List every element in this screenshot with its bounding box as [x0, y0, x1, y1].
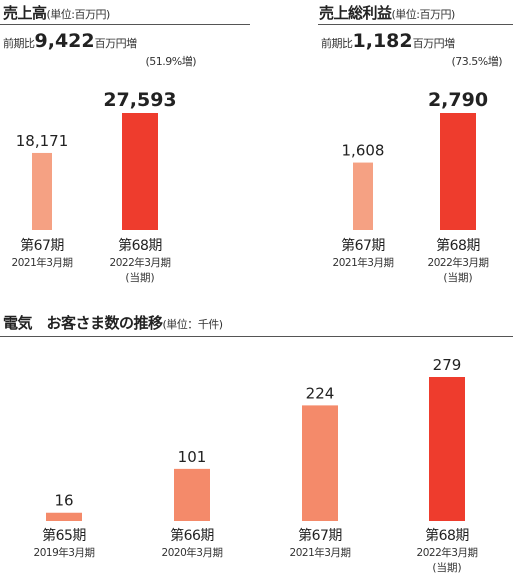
sales-delta-prefix: 前期比 — [3, 37, 35, 50]
gross-profit-title-text: 売上総利益 — [319, 4, 392, 22]
gross-profit-delta: 前期比1,182百万円増 — [321, 30, 455, 52]
gross-profit-category-sub-2: 2022年3月期 — [428, 256, 489, 269]
gross-profit-delta-value: 1,182 — [352, 30, 413, 52]
sales-value-label-2: 27,593 — [103, 89, 176, 111]
gross-profit-delta-prefix: 前期比 — [321, 37, 353, 50]
sales-delta-suffix: 百万円増 — [94, 37, 138, 50]
customers-bar-3 — [302, 405, 338, 521]
sales-delta-value: 9,422 — [34, 30, 95, 52]
gross-profit-unit-note: (単位:百万円) — [391, 8, 456, 21]
customers-category-sub-3: 2021年3月期 — [290, 546, 351, 559]
customers-value-label-3: 224 — [306, 384, 335, 402]
sales-bar-2 — [122, 113, 158, 230]
sales-unit-note: (単位:百万円) — [46, 8, 111, 21]
gross-profit-category-current-2: (当期) — [443, 271, 472, 284]
sales-category-sub-1: 2021年3月期 — [12, 256, 73, 269]
sales-category-current-2: (当期) — [125, 271, 154, 284]
sales-bar-chart: 18,171 第67期 2021年3月期 27,593 第68期 2022年3月期 (当期) — [12, 89, 177, 284]
customers-bar-2 — [174, 468, 210, 521]
sales-bar-1 — [32, 152, 52, 230]
gross-profit-delta-pct: (73.5%増) — [451, 55, 502, 68]
gross-profit-delta-suffix: 百万円増 — [412, 37, 456, 50]
customers-value-label-1: 16 — [54, 492, 73, 510]
sales-category-sub-2: 2022年3月期 — [110, 256, 171, 269]
gross-profit-bar-2 — [440, 113, 476, 230]
sales-delta-pct: (51.9%増) — [145, 55, 196, 68]
gross-profit-category-sub-1: 2021年3月期 — [333, 256, 394, 269]
sales-value-label-1: 18,171 — [16, 132, 69, 150]
gross-profit-bar-1 — [353, 162, 373, 230]
sales-title: 売上高(単位:百万円) — [3, 2, 110, 23]
gross-profit-value-label-2: 2,790 — [428, 89, 488, 111]
gross-profit-value-label-1: 1,608 — [342, 142, 385, 160]
customers-unit-note: (単位：千件) — [162, 318, 224, 331]
customers-category-label-4: 第68期 — [425, 527, 469, 544]
customers-bar-4 — [429, 377, 465, 521]
gross-profit-title: 売上総利益(単位:百万円) — [319, 2, 455, 23]
customers-title-text: 電気 お客さま数の推移 — [3, 314, 163, 332]
sales-title-rule — [0, 24, 250, 25]
customers-title: 電気 お客さま数の推移(単位：千件) — [3, 312, 223, 333]
customers-category-current-4: (当期) — [432, 561, 461, 574]
customers-bar-1 — [46, 512, 82, 521]
customers-value-label-4: 279 — [433, 356, 462, 374]
customers-category-sub-2: 2020年3月期 — [162, 546, 223, 559]
customers-category-sub-4: 2022年3月期 — [417, 546, 478, 559]
customers-category-label-1: 第65期 — [42, 527, 86, 544]
gross-profit-title-rule — [318, 24, 513, 25]
customers-category-label-2: 第66期 — [170, 527, 214, 544]
customers-category-label-3: 第67期 — [298, 527, 342, 544]
customers-category-sub-1: 2019年3月期 — [34, 546, 95, 559]
sales-category-label-1: 第67期 — [20, 237, 64, 254]
sales-category-label-2: 第68期 — [118, 237, 162, 254]
sales-title-text: 売上高 — [3, 4, 47, 22]
customers-title-rule — [0, 336, 513, 337]
customers-value-label-2: 101 — [178, 448, 207, 466]
gross-profit-category-label-2: 第68期 — [436, 237, 480, 254]
gross-profit-bar-chart: 1,608 第67期 2021年3月期 2,790 第68期 2022年3月期 (当期) — [333, 89, 489, 284]
sales-delta: 前期比9,422百万円増 — [3, 30, 137, 52]
gross-profit-category-label-1: 第67期 — [341, 237, 385, 254]
